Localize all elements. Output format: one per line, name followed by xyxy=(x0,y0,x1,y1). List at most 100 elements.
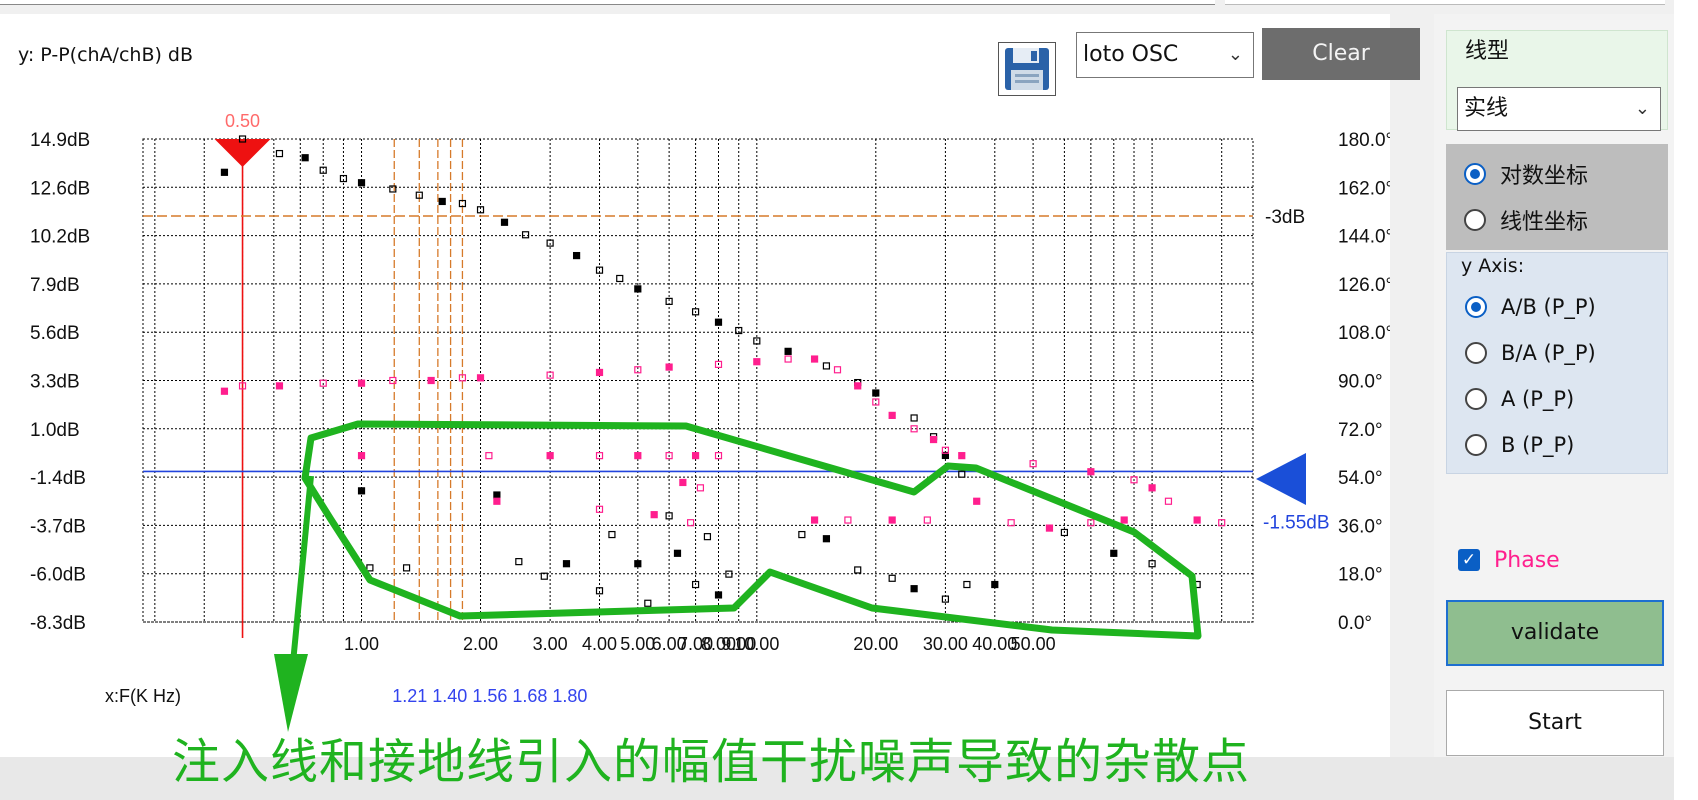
magnitude-point xyxy=(608,530,616,539)
phase-point xyxy=(595,368,604,377)
magnitude-point xyxy=(963,580,971,589)
x-tick-label: 1.00 xyxy=(344,634,379,654)
magnitude-point xyxy=(644,599,652,607)
magnitude-point xyxy=(665,512,673,520)
phase-point xyxy=(1087,468,1095,476)
magnitude-point xyxy=(634,285,642,293)
phase-point xyxy=(1148,484,1156,492)
scale-option-linear-label: 线性坐标 xyxy=(1500,210,1589,235)
magnitude-point xyxy=(691,580,700,589)
magnitude-point xyxy=(673,549,682,557)
magnitude-point xyxy=(1110,549,1118,557)
noise-region-outline xyxy=(301,420,1202,640)
phase-point xyxy=(833,366,842,374)
phase-point xyxy=(220,387,229,395)
magnitude-point xyxy=(941,595,950,603)
magnitude-point xyxy=(595,587,604,595)
phase-checkbox[interactable]: ✓ Phase xyxy=(1458,544,1560,576)
y-axis-option-b-label: B (P_P) xyxy=(1501,433,1575,457)
magnitude-point xyxy=(415,191,423,199)
y-axis-option-b[interactable]: B (P_P) xyxy=(1465,429,1574,461)
phase-point xyxy=(696,484,705,492)
phase-point xyxy=(650,511,658,519)
phase-point xyxy=(275,382,284,390)
y-axis-option-ba-label: B/A (P_P) xyxy=(1501,341,1596,365)
scale-option-linear[interactable]: 线性坐标 xyxy=(1464,204,1588,236)
scale-option-log[interactable]: 对数坐标 xyxy=(1464,158,1588,190)
phase-point xyxy=(714,452,723,460)
phase-point xyxy=(1045,524,1054,532)
magnitude-point xyxy=(572,251,581,260)
phase-tick-label: 108.0° xyxy=(1338,323,1390,344)
phase-point xyxy=(958,452,966,460)
blue-level-marker-icon[interactable] xyxy=(1256,453,1306,505)
phase-point xyxy=(389,376,397,385)
line-type-select[interactable]: 实线 ⌄ xyxy=(1457,87,1661,131)
magnitude-point xyxy=(888,574,896,582)
phase-point xyxy=(458,374,467,382)
magnitude-point xyxy=(910,414,918,422)
data-points xyxy=(220,135,1226,607)
phase-point xyxy=(357,452,366,460)
y-tick-label: 5.6dB xyxy=(30,323,80,344)
y-tick-label: -1.4dB xyxy=(30,468,86,489)
magnitude-point xyxy=(366,564,374,572)
x-tick-label: 20.00 xyxy=(853,634,898,654)
x-axis-title: x:F(K Hz) xyxy=(105,686,181,706)
checkbox-checked-icon: ✓ xyxy=(1458,549,1480,571)
x-tick-label: 8.00 xyxy=(701,634,736,654)
y-axis-option-ab[interactable]: A/B (P_P) xyxy=(1465,291,1596,323)
device-select-value: loto OSC xyxy=(1083,42,1179,67)
device-select[interactable]: loto OSC ⌄ xyxy=(1076,32,1254,78)
phase-point xyxy=(714,360,723,368)
phase-point xyxy=(929,435,938,444)
magnitude-point xyxy=(540,572,548,580)
y-tick-label: -3.7dB xyxy=(30,516,86,537)
phase-point xyxy=(872,398,880,406)
bottom-band xyxy=(0,757,1698,800)
magnitude-point xyxy=(402,564,411,572)
magnitude-point xyxy=(703,533,712,541)
phase-point xyxy=(427,376,435,385)
phase-point xyxy=(854,382,862,390)
save-button[interactable] xyxy=(998,42,1056,96)
phase-point xyxy=(810,355,819,363)
line-type-label: 线型 xyxy=(1465,39,1510,64)
phase-point xyxy=(595,452,604,460)
clear-button[interactable]: Clear xyxy=(1262,28,1420,80)
magnitude-point xyxy=(1148,560,1156,568)
phase-point xyxy=(238,382,247,390)
window-edge xyxy=(1674,0,1698,800)
y-tick-label: 10.2dB xyxy=(30,227,90,248)
floppy-disk-icon xyxy=(1005,48,1049,90)
phase-tick-label: 54.0° xyxy=(1338,468,1383,489)
y-tick-label: 3.3dB xyxy=(30,372,80,393)
line-type-value: 实线 xyxy=(1464,96,1509,121)
y-axis-option-a[interactable]: A (P_P) xyxy=(1465,383,1574,415)
noise-annotation-caption: 注入线和接地线引入的幅值干扰噪声导致的杂散点 xyxy=(172,734,1251,790)
magnitude-point xyxy=(753,337,761,345)
magnitude-point xyxy=(275,149,284,158)
magnitude-point xyxy=(562,560,571,568)
y-axis-option-ba[interactable]: B/A (P_P) xyxy=(1465,337,1596,369)
phase-tick-label: 18.0° xyxy=(1338,565,1383,586)
phase-checkbox-label: Phase xyxy=(1494,547,1560,573)
magnitude-point xyxy=(301,154,309,162)
magnitude-point xyxy=(735,326,743,335)
phase-point xyxy=(973,497,981,505)
start-button[interactable]: Start xyxy=(1446,690,1664,756)
phase-point xyxy=(476,374,485,382)
magnitude-point xyxy=(546,239,554,247)
cursor-value-label: 0.50 xyxy=(225,111,260,131)
y-tick-label: 7.9dB xyxy=(30,275,80,296)
phase-tick-label: 72.0° xyxy=(1338,420,1383,441)
y-axis-option-a-label: A (P_P) xyxy=(1501,387,1575,411)
phase-point xyxy=(1029,460,1037,468)
validate-button[interactable]: validate xyxy=(1446,600,1664,666)
magnitude-point xyxy=(691,308,700,316)
magnitude-point xyxy=(854,566,862,574)
phase-tick-label: 90.0° xyxy=(1338,372,1383,393)
magnitude-point xyxy=(784,347,792,355)
magnitude-point xyxy=(822,362,831,370)
phase-point xyxy=(691,452,700,460)
